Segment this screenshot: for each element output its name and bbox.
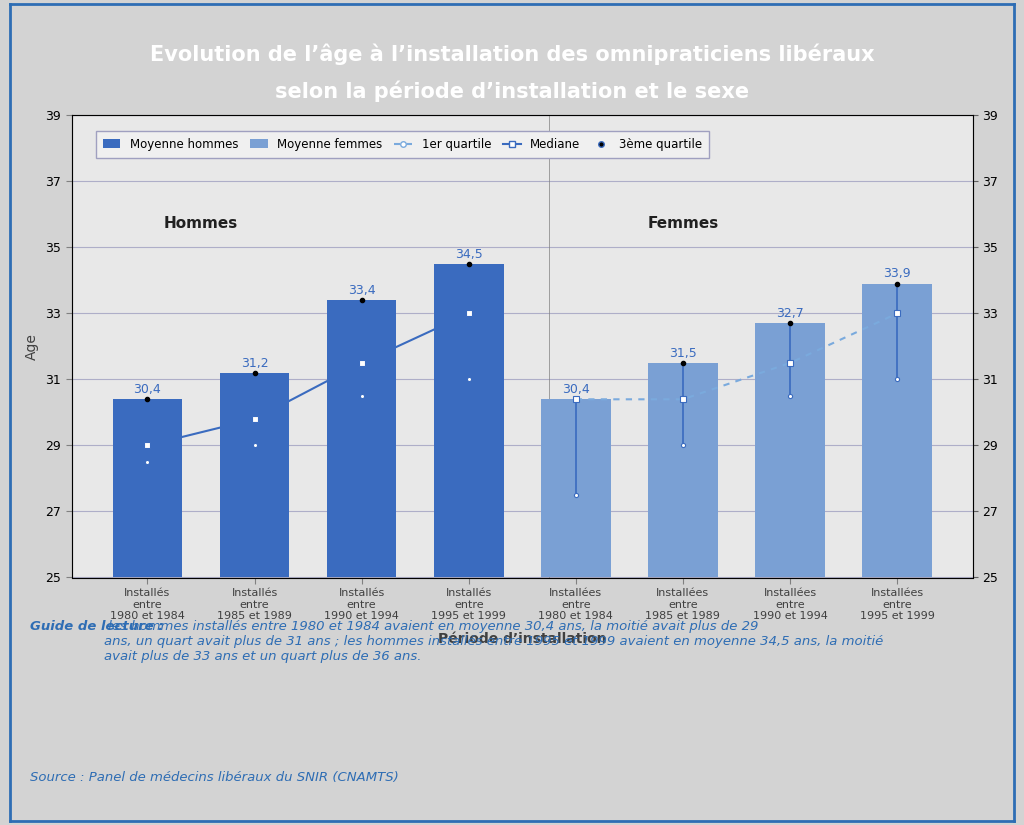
Text: Guide de lecture :: Guide de lecture : (31, 620, 164, 634)
Bar (648, 363, 718, 578)
Bar (434, 264, 504, 578)
Bar (541, 399, 610, 578)
Text: 30,4: 30,4 (562, 383, 590, 396)
Text: 33,9: 33,9 (884, 267, 911, 280)
Y-axis label: Age: Age (25, 333, 39, 360)
Text: Source : Panel de médecins libéraux du SNIR (CNAMTS): Source : Panel de médecins libéraux du S… (31, 771, 399, 784)
Bar (220, 373, 290, 578)
Text: 31,2: 31,2 (241, 356, 268, 370)
Text: 33,4: 33,4 (348, 284, 376, 297)
Bar (755, 323, 824, 578)
Text: selon la période d’installation et le sexe: selon la période d’installation et le se… (274, 80, 750, 101)
Text: Femmes: Femmes (647, 216, 719, 231)
Text: Hommes: Hommes (164, 216, 239, 231)
Text: les hommes installés entre 1980 et 1984 avaient en moyenne 30,4 ans, la moitié a: les hommes installés entre 1980 et 1984 … (104, 620, 884, 663)
Text: Evolution de l’âge à l’installation des omnipraticiens libéraux: Evolution de l’âge à l’installation des … (150, 44, 874, 65)
Bar (327, 300, 396, 578)
Text: 31,5: 31,5 (669, 346, 696, 360)
Text: 32,7: 32,7 (776, 307, 804, 320)
Bar (862, 284, 932, 578)
X-axis label: Période d’installation: Période d’installation (438, 632, 606, 646)
Bar (113, 399, 182, 578)
Legend: Moyenne hommes, Moyenne femmes, 1er quartile, Mediane, 3ème quartile: Moyenne hommes, Moyenne femmes, 1er quar… (95, 130, 710, 158)
Text: 34,5: 34,5 (455, 248, 482, 261)
Text: 30,4: 30,4 (133, 383, 162, 396)
